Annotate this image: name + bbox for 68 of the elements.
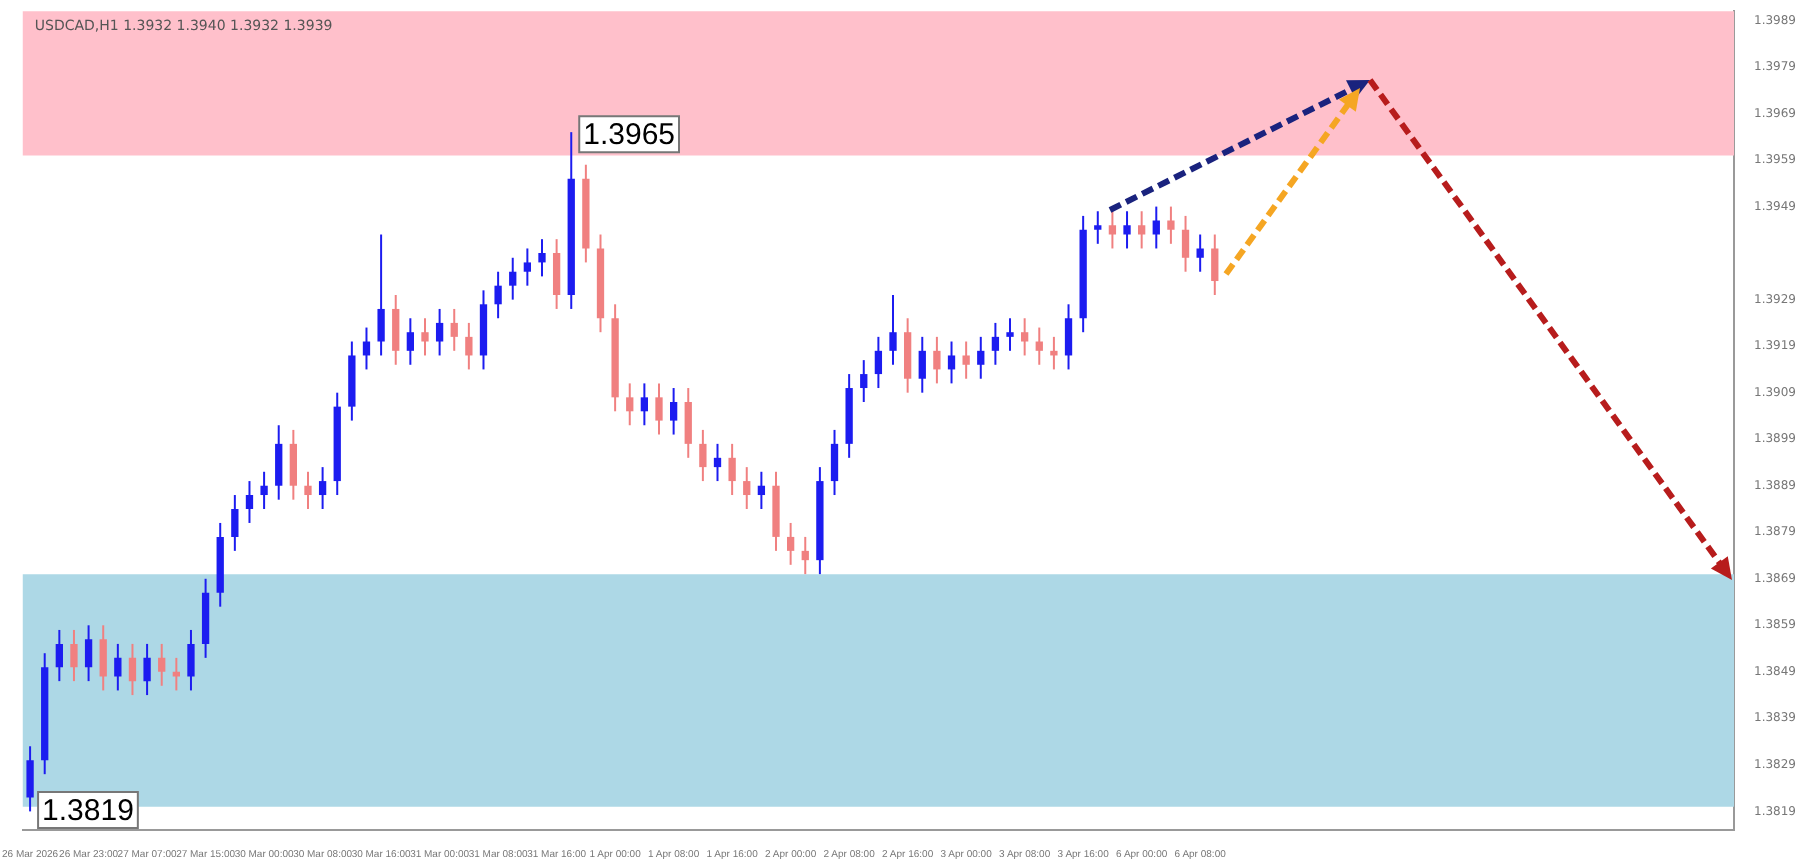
candlestick <box>450 307 458 352</box>
candlestick <box>918 335 926 394</box>
candlestick <box>1094 210 1102 245</box>
candlestick <box>801 535 809 576</box>
candlestick <box>874 335 883 390</box>
candlestick <box>523 247 532 287</box>
candlestick <box>304 470 312 510</box>
candlestick <box>860 359 868 403</box>
candlestick <box>318 466 327 510</box>
candlestick <box>684 387 692 459</box>
candlestick <box>275 424 283 501</box>
candlestick <box>465 321 473 371</box>
candlestick <box>962 340 970 380</box>
candlestick <box>743 466 751 510</box>
candlestick <box>991 321 1000 366</box>
candlestick <box>114 642 122 692</box>
candlestick <box>728 442 736 497</box>
candlestick <box>70 628 78 683</box>
candlestick <box>1035 326 1043 366</box>
candlestick <box>128 642 137 697</box>
candlestick <box>55 628 63 683</box>
candlestick <box>947 340 956 385</box>
candlestick <box>1050 335 1058 371</box>
candlestick <box>392 293 400 366</box>
candlestick <box>889 293 897 366</box>
candlestick <box>830 428 839 497</box>
candlestick <box>1138 210 1146 250</box>
candlestick <box>1006 317 1014 352</box>
candlestick <box>1123 210 1131 250</box>
candlestick <box>406 317 415 366</box>
candlestick <box>421 317 429 357</box>
candlestick <box>786 521 795 566</box>
candlestick <box>84 624 93 683</box>
candlestick <box>1211 233 1219 296</box>
candlestick <box>1167 205 1175 245</box>
candlestick <box>977 335 985 380</box>
candlestick <box>552 238 561 310</box>
candlestick <box>1196 233 1204 273</box>
candlestick <box>231 494 239 552</box>
annotation: 1.3965 <box>583 118 676 153</box>
candlestick <box>713 442 722 483</box>
candlestick <box>143 642 151 697</box>
candlestick <box>1020 317 1029 357</box>
candlestick <box>494 270 502 320</box>
candlestick <box>99 624 107 692</box>
candlestick <box>903 317 912 394</box>
candlestick <box>1108 210 1117 250</box>
candlestick <box>1064 303 1073 371</box>
annotation: 1.3819 <box>42 794 134 829</box>
candlestick <box>669 387 678 436</box>
candlestick <box>933 335 941 385</box>
candlestick <box>435 307 444 357</box>
candlestick <box>158 642 166 687</box>
candlestick <box>1152 205 1160 250</box>
candlestick <box>377 233 385 357</box>
candlestick <box>1181 214 1190 273</box>
candlestick <box>699 428 707 483</box>
candlestick <box>640 382 649 427</box>
candlestick <box>245 480 254 524</box>
candlestick <box>626 382 634 427</box>
candlestick <box>26 745 34 813</box>
candlestick <box>538 238 546 278</box>
candlestick <box>289 428 298 501</box>
candlestick <box>187 628 195 692</box>
candlestick <box>757 470 766 510</box>
candlestick <box>260 470 268 510</box>
candlestick <box>655 382 663 436</box>
candlestick <box>509 256 517 301</box>
